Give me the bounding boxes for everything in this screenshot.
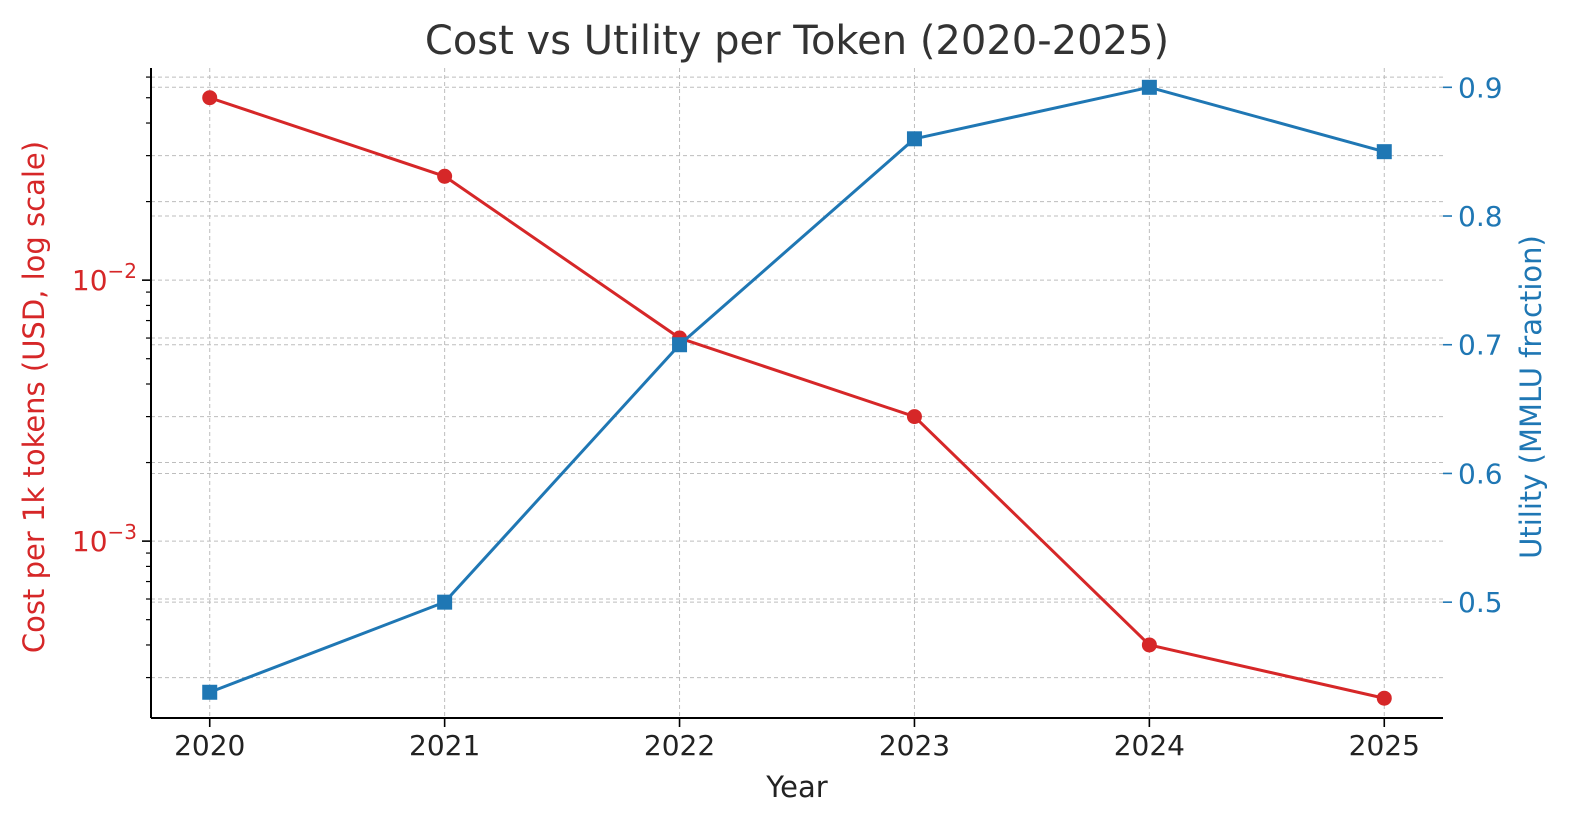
x-tick-label: 2021	[409, 729, 480, 762]
x-tick-label: 2025	[1349, 729, 1420, 762]
utility-data-point	[906, 131, 922, 147]
utility-data-point	[202, 684, 218, 700]
x-tick-label: 2024	[1114, 729, 1185, 762]
utility-data-point	[1141, 79, 1157, 95]
utility-data-point	[1376, 144, 1392, 160]
right-tick-label: 0.6	[1458, 457, 1503, 490]
chart-title: Cost vs Utility per Token (2020-2025)	[425, 18, 1169, 64]
left-axis-label: Cost per 1k tokens (USD, log scale)	[17, 141, 51, 653]
utility-data-point	[437, 594, 453, 610]
x-tick-label: 2022	[644, 729, 715, 762]
grid	[151, 68, 1443, 718]
right-tick-label: 0.7	[1458, 329, 1503, 362]
x-tick-label: 2023	[879, 729, 950, 762]
utility-data-point	[672, 337, 688, 353]
series	[202, 79, 1392, 706]
axes: 0.5 0.6 0.7 0.8 0.9 10−2 10−3 2020 2021 2022 2023 2…	[72, 68, 1503, 762]
right-axis-label: Utility (MMLU fraction)	[1514, 235, 1548, 559]
cost-data-point	[1141, 637, 1157, 653]
cost-data-point	[1376, 690, 1392, 706]
utility-series-line	[209, 85, 1385, 694]
cost-data-point	[906, 409, 922, 425]
cost-series-line	[209, 96, 1385, 700]
left-tick-label: 10−3	[72, 520, 137, 558]
right-tick-label: 0.5	[1458, 586, 1503, 619]
cost-data-point	[202, 90, 218, 106]
right-tick-label: 0.9	[1458, 71, 1503, 104]
right-tick-label: 0.8	[1458, 200, 1503, 233]
x-tick-label: 2020	[174, 729, 245, 762]
x-axis-label: Year	[765, 770, 827, 804]
left-tick-label: 10−2	[72, 259, 137, 297]
cost-data-point	[437, 168, 453, 184]
